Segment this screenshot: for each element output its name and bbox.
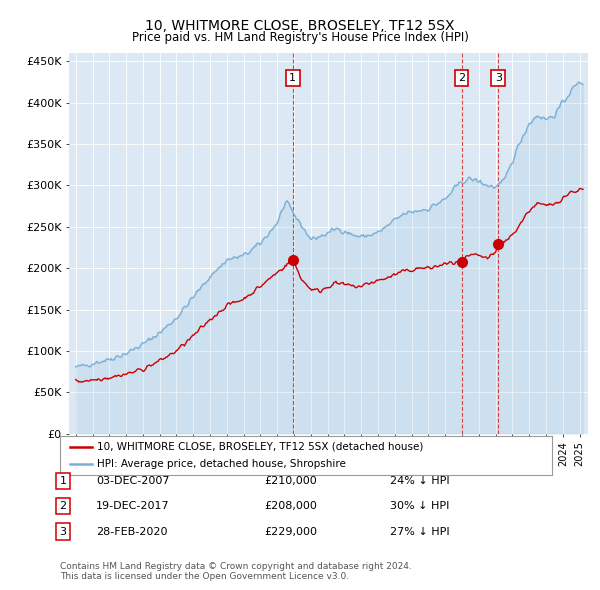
Text: £208,000: £208,000 (264, 502, 317, 511)
Text: 24% ↓ HPI: 24% ↓ HPI (390, 476, 449, 486)
Text: 19-DEC-2017: 19-DEC-2017 (96, 502, 170, 511)
Text: This data is licensed under the Open Government Licence v3.0.: This data is licensed under the Open Gov… (60, 572, 349, 581)
Text: 30% ↓ HPI: 30% ↓ HPI (390, 502, 449, 511)
Text: 2: 2 (59, 502, 67, 511)
Text: Contains HM Land Registry data © Crown copyright and database right 2024.: Contains HM Land Registry data © Crown c… (60, 562, 412, 571)
Text: 10, WHITMORE CLOSE, BROSELEY, TF12 5SX: 10, WHITMORE CLOSE, BROSELEY, TF12 5SX (145, 19, 455, 33)
Text: 10, WHITMORE CLOSE, BROSELEY, TF12 5SX (detached house): 10, WHITMORE CLOSE, BROSELEY, TF12 5SX (… (97, 441, 423, 451)
Text: £229,000: £229,000 (264, 527, 317, 536)
Text: 1: 1 (289, 73, 296, 83)
Text: HPI: Average price, detached house, Shropshire: HPI: Average price, detached house, Shro… (97, 460, 346, 470)
Text: 28-FEB-2020: 28-FEB-2020 (96, 527, 167, 536)
Text: 1: 1 (59, 476, 67, 486)
Text: 27% ↓ HPI: 27% ↓ HPI (390, 527, 449, 536)
Text: Price paid vs. HM Land Registry's House Price Index (HPI): Price paid vs. HM Land Registry's House … (131, 31, 469, 44)
Text: 3: 3 (495, 73, 502, 83)
Text: 2: 2 (458, 73, 465, 83)
Text: 03-DEC-2007: 03-DEC-2007 (96, 476, 170, 486)
Text: £210,000: £210,000 (264, 476, 317, 486)
Text: 3: 3 (59, 527, 67, 536)
